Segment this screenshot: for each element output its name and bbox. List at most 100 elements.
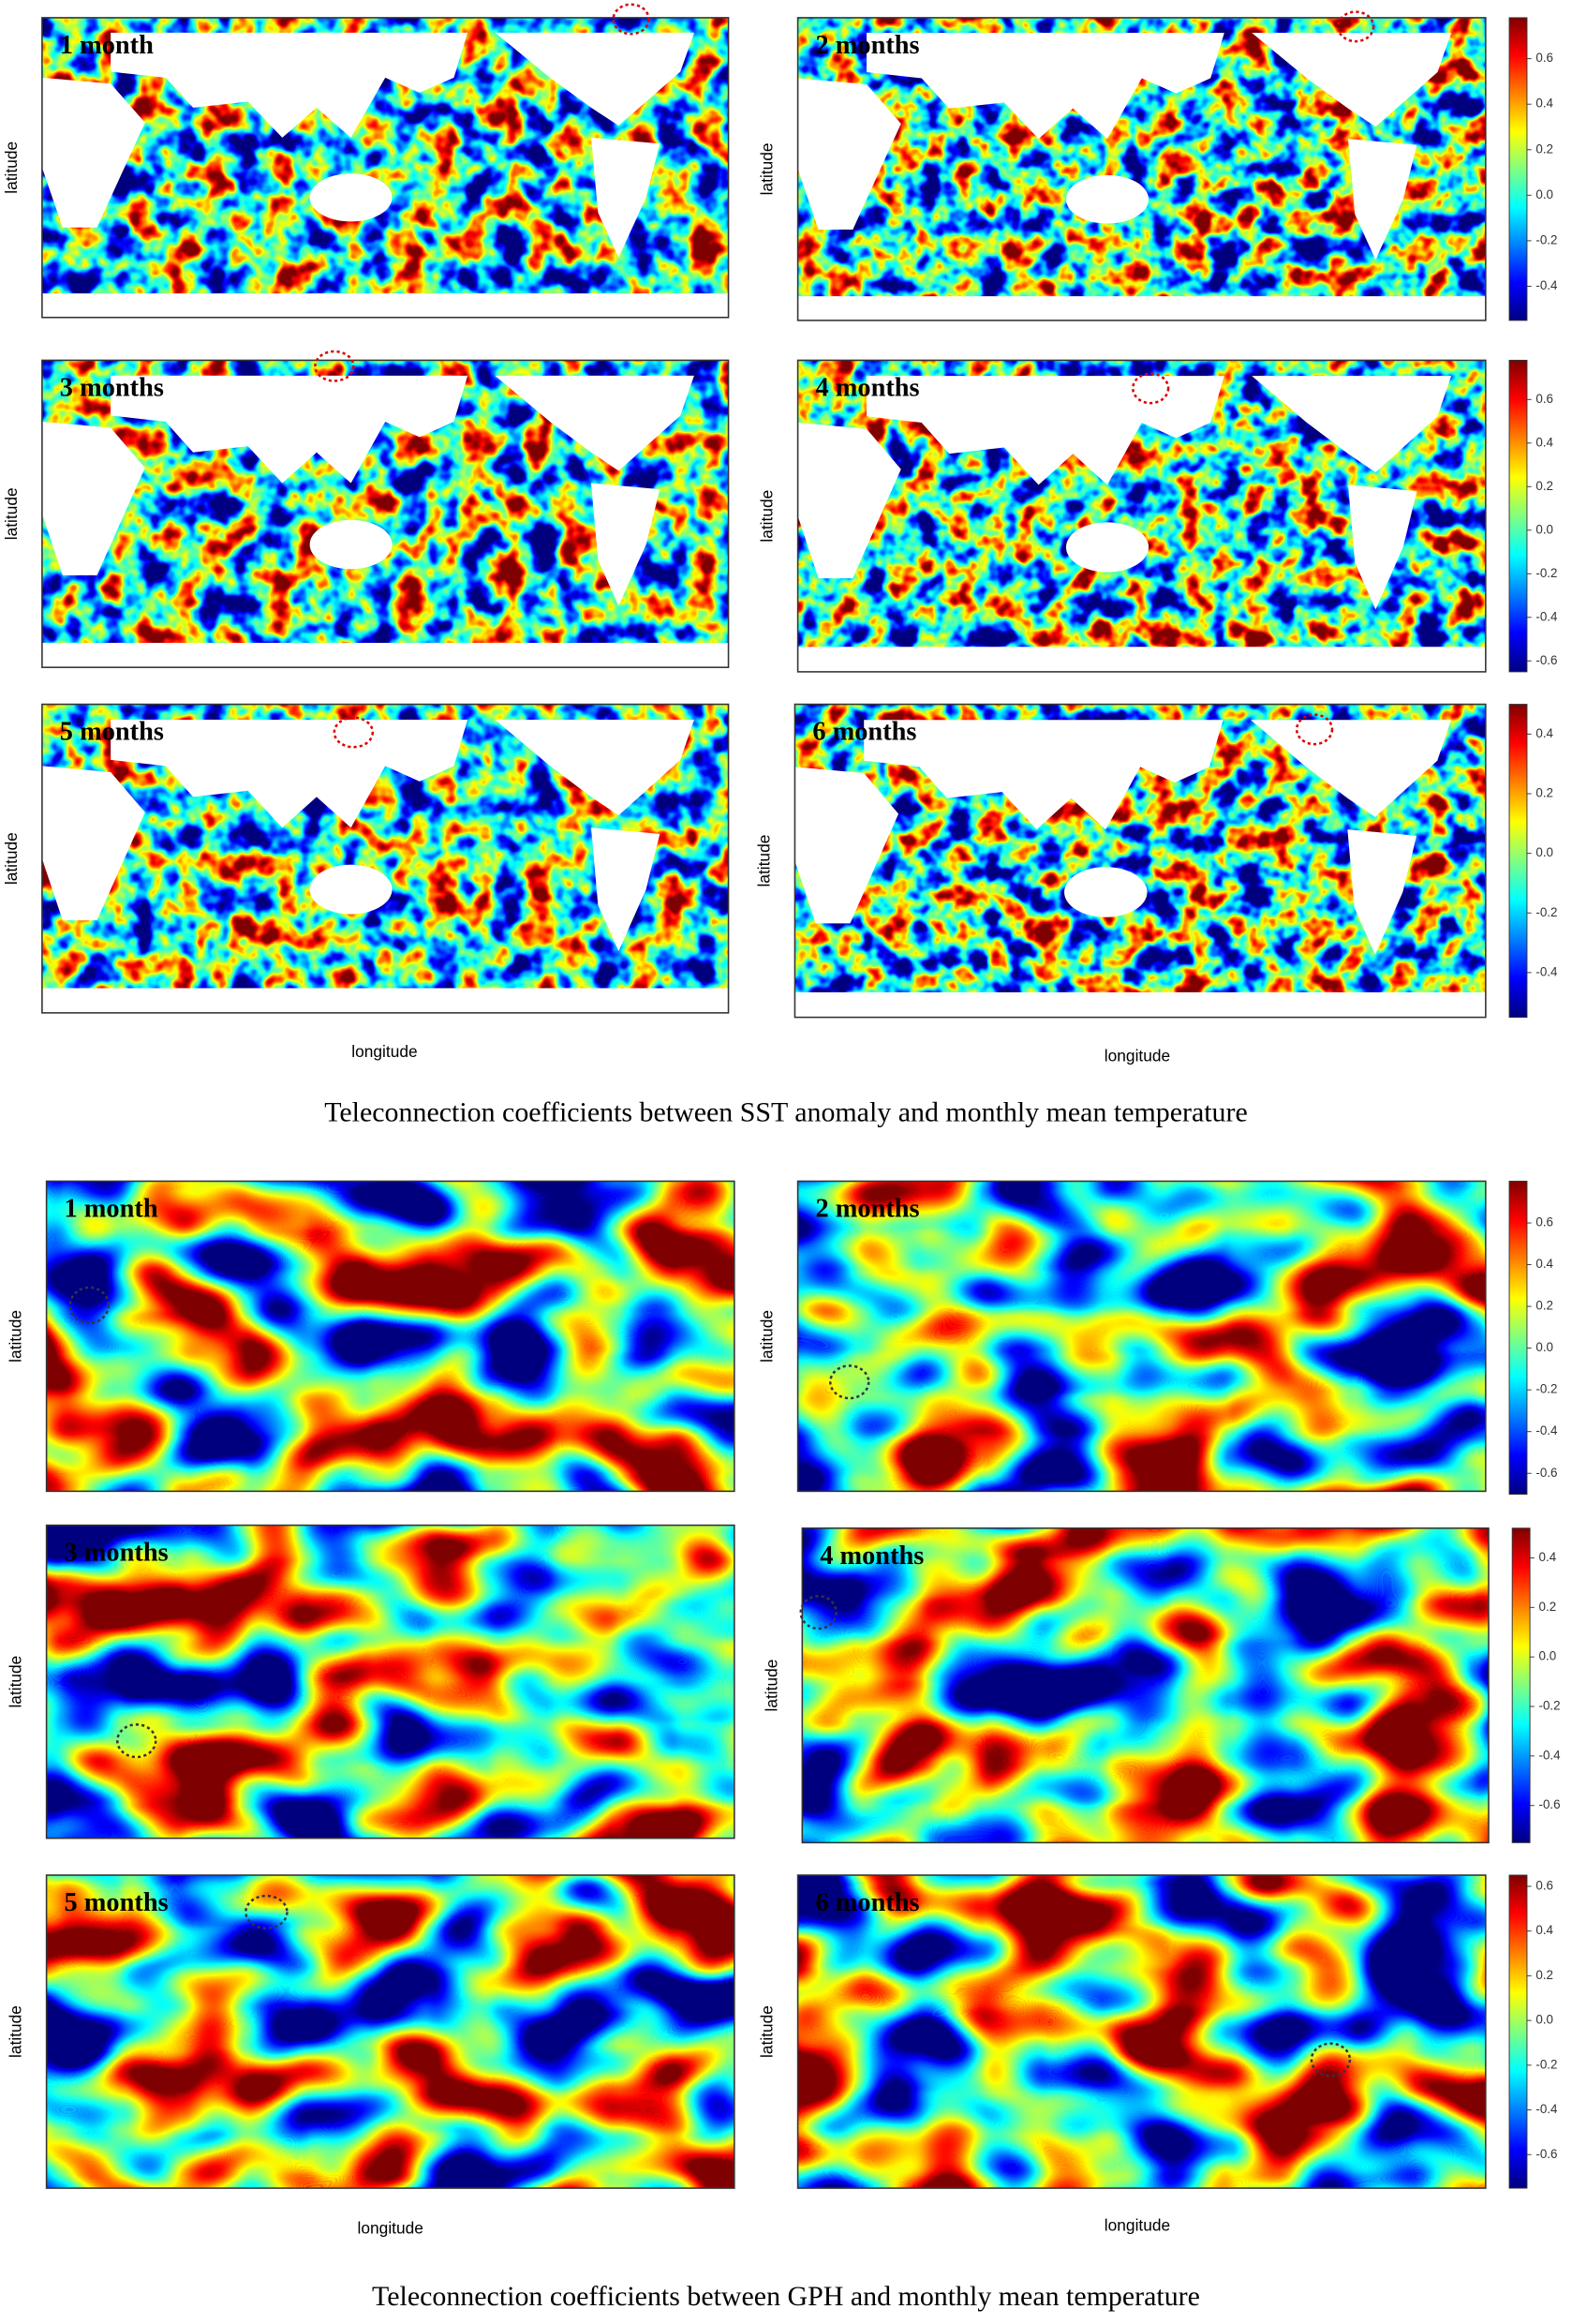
colorbar-tick-label: 0.0 (1535, 187, 1553, 201)
highlight-circle (799, 1594, 838, 1631)
panel-frame (796, 17, 1487, 321)
continent (1347, 139, 1417, 261)
colorbar-tick-label: 0.0 (1535, 2013, 1553, 2027)
continent (495, 720, 694, 816)
continent (309, 519, 393, 570)
continent (41, 988, 729, 1013)
heatmap-field (46, 1181, 734, 1492)
figure-caption: Teleconnection coefficients between SST … (324, 1096, 1248, 1127)
highlight-circle (1295, 713, 1334, 746)
heatmap-field (797, 1875, 1486, 2189)
panel-frame (41, 17, 730, 319)
colorbar-tick-label: -0.4 (1535, 964, 1558, 978)
panel-frame (801, 1527, 1490, 1844)
continent (797, 647, 1486, 672)
colorbar-tick-label: -0.2 (1535, 566, 1557, 580)
continent (495, 375, 694, 471)
panel-title: 2 months (816, 31, 920, 60)
panel-frame (793, 703, 1487, 1019)
continent (111, 32, 468, 138)
highlight-circle (333, 716, 375, 749)
y-axis-label: latitude (758, 2005, 777, 2058)
panel-frame (796, 1874, 1487, 2189)
x-axis-label: longitude (1105, 1047, 1170, 1065)
continent (1252, 376, 1452, 473)
y-axis-label: latitude (2, 832, 21, 885)
colorbar-tick-label: -0.4 (1535, 609, 1558, 623)
colorbar-tick-label: 0.0 (1535, 1340, 1553, 1354)
continent (1065, 174, 1149, 224)
continent (1065, 522, 1149, 573)
panel-title: 2 months (816, 1195, 920, 1224)
x-axis-label: longitude (351, 1042, 417, 1061)
colorbar-tick-label: -0.4 (1535, 2102, 1558, 2116)
colorbar (1511, 1527, 1531, 1843)
continent (111, 375, 468, 484)
colorbar (1508, 704, 1528, 1019)
panel-frame (45, 1180, 735, 1493)
colorbar-tick-label: -0.2 (1535, 2057, 1557, 2071)
continent (41, 766, 145, 921)
continent (1347, 484, 1417, 610)
colorbar-tick-label: -0.4 (1535, 1423, 1558, 1438)
colorbar-tick-label: 0.4 (1535, 97, 1553, 111)
panel-title: 3 months (60, 373, 164, 402)
y-axis-label: latitude (7, 1310, 25, 1363)
continent (864, 720, 1223, 830)
colorbar-tick-label: -0.4 (1535, 278, 1558, 292)
continent (797, 78, 901, 231)
highlight-circle (1337, 10, 1375, 43)
y-axis-label: latitude (2, 142, 21, 194)
panel-title: 1 month (65, 1195, 158, 1224)
colorbar-tick-label: -0.2 (1535, 1382, 1557, 1396)
colorbar-tick-label: 0.0 (1539, 1649, 1557, 1663)
continent (111, 720, 468, 828)
panels: 1 month latitude 2 months latitude 3 months l… (2, 17, 1562, 2312)
y-axis-label: latitude (762, 1660, 780, 1712)
x-axis-label: longitude (358, 2219, 423, 2238)
colorbar-tick-label: 0.6 (1535, 392, 1553, 406)
colorbar-tick-label: -0.6 (1539, 1797, 1561, 1811)
y-axis-label: latitude (758, 1310, 777, 1363)
colorbar-tick-label: 0.2 (1535, 1968, 1553, 1982)
panel-frame (796, 1180, 1487, 1493)
colorbar (1508, 1874, 1528, 2189)
colorbar-tick-label: 0.2 (1539, 1600, 1557, 1614)
y-axis-label: latitude (758, 142, 777, 195)
continent (41, 642, 729, 668)
panel-title: 4 months (820, 1542, 924, 1571)
continent (591, 137, 660, 258)
panel-frame (41, 703, 730, 1014)
y-axis-label: latitude (758, 490, 777, 543)
heatmap-field (46, 1875, 734, 2189)
continent (867, 33, 1224, 140)
colorbar-tick-label: 0.6 (1535, 51, 1553, 65)
continent (1347, 829, 1417, 955)
y-axis-label: latitude (7, 1656, 25, 1708)
highlight-circle (829, 1364, 870, 1400)
colorbar-tick-label: 0.4 (1535, 1257, 1553, 1271)
colorbar-tick-label: 0.2 (1535, 142, 1553, 156)
panel-title: 5 months (60, 718, 164, 747)
continent (794, 991, 1486, 1018)
panel-frame (45, 1524, 735, 1840)
colorbar-tick-label: 0.6 (1535, 1215, 1553, 1229)
x-axis-label: longitude (1105, 2216, 1170, 2235)
continent (41, 293, 729, 318)
colorbar (1508, 1181, 1528, 1495)
panel-title: 5 months (65, 1888, 169, 1917)
panel-frame (796, 359, 1487, 673)
highlight-circle (245, 1894, 289, 1929)
highlight-circle (1310, 2042, 1352, 2078)
continent (591, 483, 660, 606)
colorbar-tick-label: -0.6 (1535, 2147, 1557, 2161)
colorbar-tick-label: 0.6 (1535, 1878, 1553, 1892)
colorbar-tick-label: -0.4 (1539, 1748, 1562, 1762)
colorbar (1508, 359, 1528, 673)
colorbar-tick-label: 0.4 (1535, 1923, 1553, 1937)
colorbar-tick-label: -0.2 (1535, 905, 1557, 919)
panel-title: 3 months (65, 1539, 169, 1568)
continent (797, 422, 901, 579)
